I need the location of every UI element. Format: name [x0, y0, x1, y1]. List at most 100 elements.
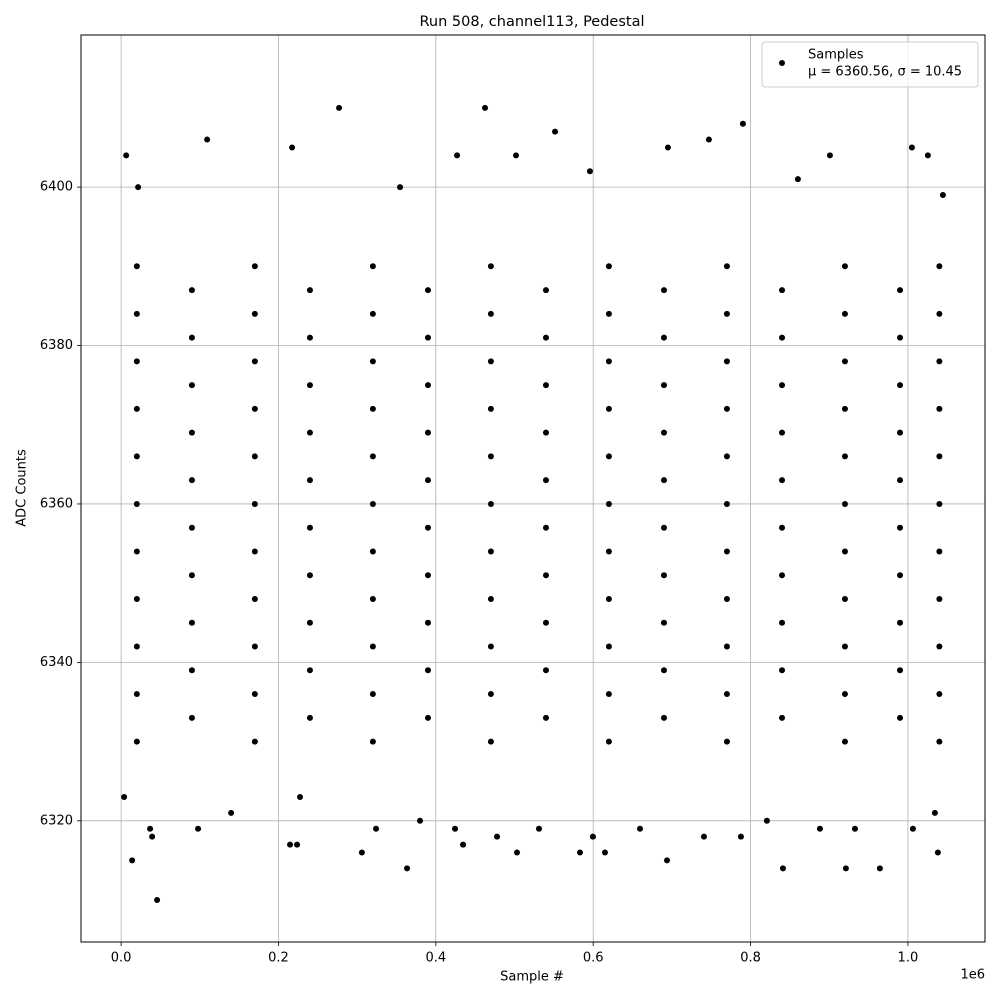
- point: [723, 453, 730, 460]
- point: [487, 691, 494, 698]
- point: [251, 358, 258, 365]
- point: [936, 596, 943, 603]
- point: [851, 825, 858, 832]
- legend-marker: [779, 60, 785, 66]
- point: [542, 477, 549, 484]
- point: [133, 263, 140, 270]
- legend-annotation: μ = 6360.56, σ = 10.45: [808, 65, 962, 80]
- point: [424, 572, 431, 579]
- point: [306, 619, 313, 626]
- point: [660, 477, 667, 484]
- point: [514, 849, 521, 856]
- point: [133, 596, 140, 603]
- point: [188, 477, 195, 484]
- point: [779, 619, 786, 626]
- point: [605, 691, 612, 698]
- point: [723, 548, 730, 555]
- x-tick-label: 0.8: [740, 951, 761, 966]
- point: [841, 405, 848, 412]
- point: [306, 382, 313, 389]
- point: [660, 714, 667, 721]
- point: [336, 104, 343, 111]
- point: [605, 548, 612, 555]
- point: [424, 619, 431, 626]
- x-axis-label: Sample #: [500, 970, 564, 985]
- point: [424, 382, 431, 389]
- point: [454, 152, 461, 159]
- x-tick-label: 0.6: [583, 951, 604, 966]
- point: [188, 334, 195, 341]
- y-axis-label: ADC Counts: [15, 449, 30, 527]
- point: [397, 184, 404, 191]
- point: [133, 358, 140, 365]
- point: [779, 429, 786, 436]
- point: [417, 817, 424, 824]
- point: [723, 500, 730, 507]
- point: [660, 524, 667, 531]
- point: [936, 738, 943, 745]
- point: [487, 596, 494, 603]
- point: [306, 334, 313, 341]
- point: [188, 524, 195, 531]
- point: [816, 825, 823, 832]
- point: [542, 667, 549, 674]
- point: [700, 833, 707, 840]
- point: [705, 136, 712, 143]
- point: [897, 334, 904, 341]
- point: [660, 382, 667, 389]
- point: [369, 643, 376, 650]
- point: [723, 358, 730, 365]
- point: [660, 287, 667, 294]
- point: [188, 287, 195, 294]
- point: [589, 833, 596, 840]
- point: [897, 714, 904, 721]
- point: [373, 825, 380, 832]
- point: [369, 500, 376, 507]
- point: [133, 691, 140, 698]
- point: [542, 524, 549, 531]
- point: [605, 358, 612, 365]
- point: [936, 691, 943, 698]
- legend: Samples μ = 6360.56, σ = 10.45: [761, 41, 979, 88]
- point: [487, 453, 494, 460]
- point: [188, 619, 195, 626]
- grid: [81, 35, 985, 942]
- y-tick-label: 6380: [40, 338, 73, 353]
- point: [841, 453, 848, 460]
- point: [149, 833, 156, 840]
- point: [369, 596, 376, 603]
- x-tick-label: 0.4: [425, 951, 446, 966]
- point: [779, 287, 786, 294]
- point: [897, 477, 904, 484]
- point: [660, 572, 667, 579]
- point: [723, 596, 730, 603]
- point: [924, 152, 931, 159]
- point: [826, 152, 833, 159]
- point: [487, 548, 494, 555]
- point: [369, 738, 376, 745]
- point: [306, 572, 313, 579]
- point: [660, 334, 667, 341]
- point: [542, 287, 549, 294]
- x-tick-label: 0.0: [111, 951, 132, 966]
- point: [487, 500, 494, 507]
- point: [897, 667, 904, 674]
- point: [251, 596, 258, 603]
- point: [841, 310, 848, 317]
- point: [936, 263, 943, 270]
- point: [909, 825, 916, 832]
- point: [424, 524, 431, 531]
- point: [487, 263, 494, 270]
- point: [605, 596, 612, 603]
- point: [723, 310, 730, 317]
- point: [195, 825, 202, 832]
- point: [723, 643, 730, 650]
- point: [133, 405, 140, 412]
- point: [251, 738, 258, 745]
- point: [369, 263, 376, 270]
- legend-box: [761, 41, 979, 88]
- point: [936, 500, 943, 507]
- point: [936, 548, 943, 555]
- point: [737, 833, 744, 840]
